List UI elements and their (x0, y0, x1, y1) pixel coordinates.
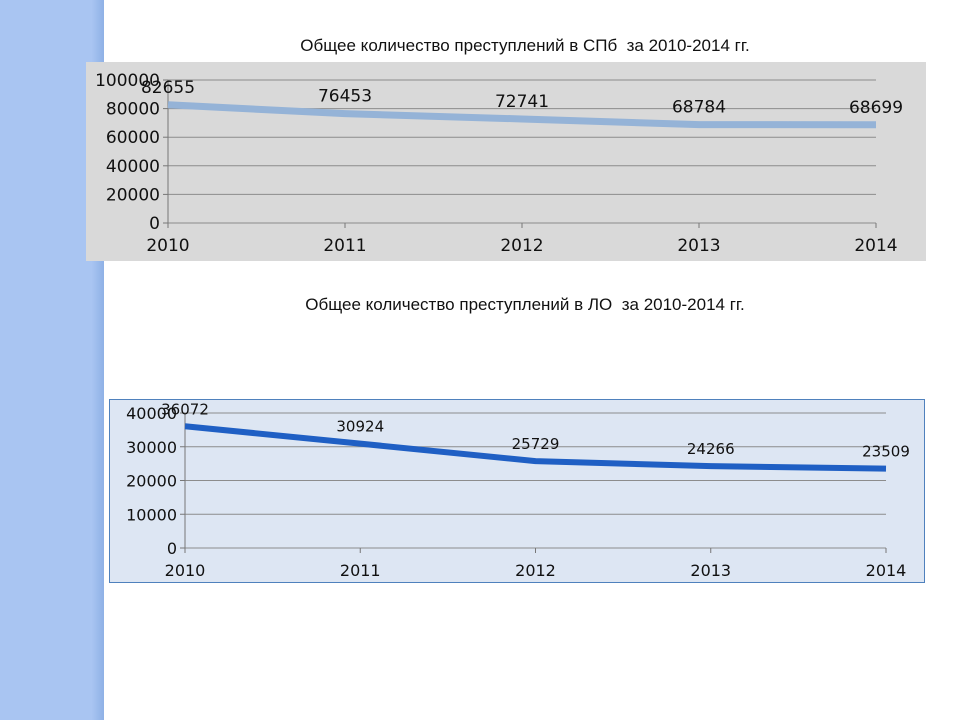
data-label: 68699 (849, 98, 903, 118)
x-tick-label: 2011 (323, 236, 366, 256)
x-tick-label: 2014 (866, 561, 907, 580)
chart-title-lo: Общее количество преступлений в ЛО за 20… (305, 295, 745, 314)
data-label: 76453 (318, 87, 372, 107)
y-tick-label: 0 (149, 214, 160, 234)
chart-title-spb: Общее количество преступлений в СПб за 2… (300, 36, 750, 55)
x-tick-label: 2012 (515, 561, 556, 580)
data-label: 36072 (161, 400, 209, 418)
x-tick-label: 2012 (500, 236, 543, 256)
x-tick-label: 2010 (146, 236, 189, 256)
y-tick-label: 100000 (95, 71, 160, 91)
x-tick-label: 2011 (340, 561, 381, 580)
data-label: 23509 (862, 443, 910, 461)
series-line (184, 423, 887, 472)
data-label: 72741 (495, 92, 549, 112)
y-tick-label: 10000 (126, 505, 177, 524)
chart-panel-spb (86, 62, 926, 261)
data-label: 68784 (672, 98, 726, 118)
y-tick-label: 20000 (126, 472, 177, 491)
series-line (167, 101, 877, 129)
y-tick-label: 0 (167, 539, 177, 558)
data-label: 30924 (336, 418, 384, 436)
x-tick-label: 2014 (854, 236, 897, 256)
y-tick-label: 40000 (106, 157, 160, 177)
data-label: 24266 (687, 440, 735, 458)
x-tick-label: 2010 (165, 561, 206, 580)
y-tick-label: 60000 (106, 128, 160, 148)
x-tick-label: 2013 (677, 236, 720, 256)
y-tick-label: 80000 (106, 100, 160, 120)
data-label: 25729 (512, 435, 560, 453)
x-tick-label: 2013 (690, 561, 731, 580)
y-tick-label: 20000 (106, 185, 160, 205)
y-tick-label: 40000 (126, 404, 177, 423)
y-tick-label: 30000 (126, 438, 177, 457)
data-label: 82655 (141, 78, 195, 98)
